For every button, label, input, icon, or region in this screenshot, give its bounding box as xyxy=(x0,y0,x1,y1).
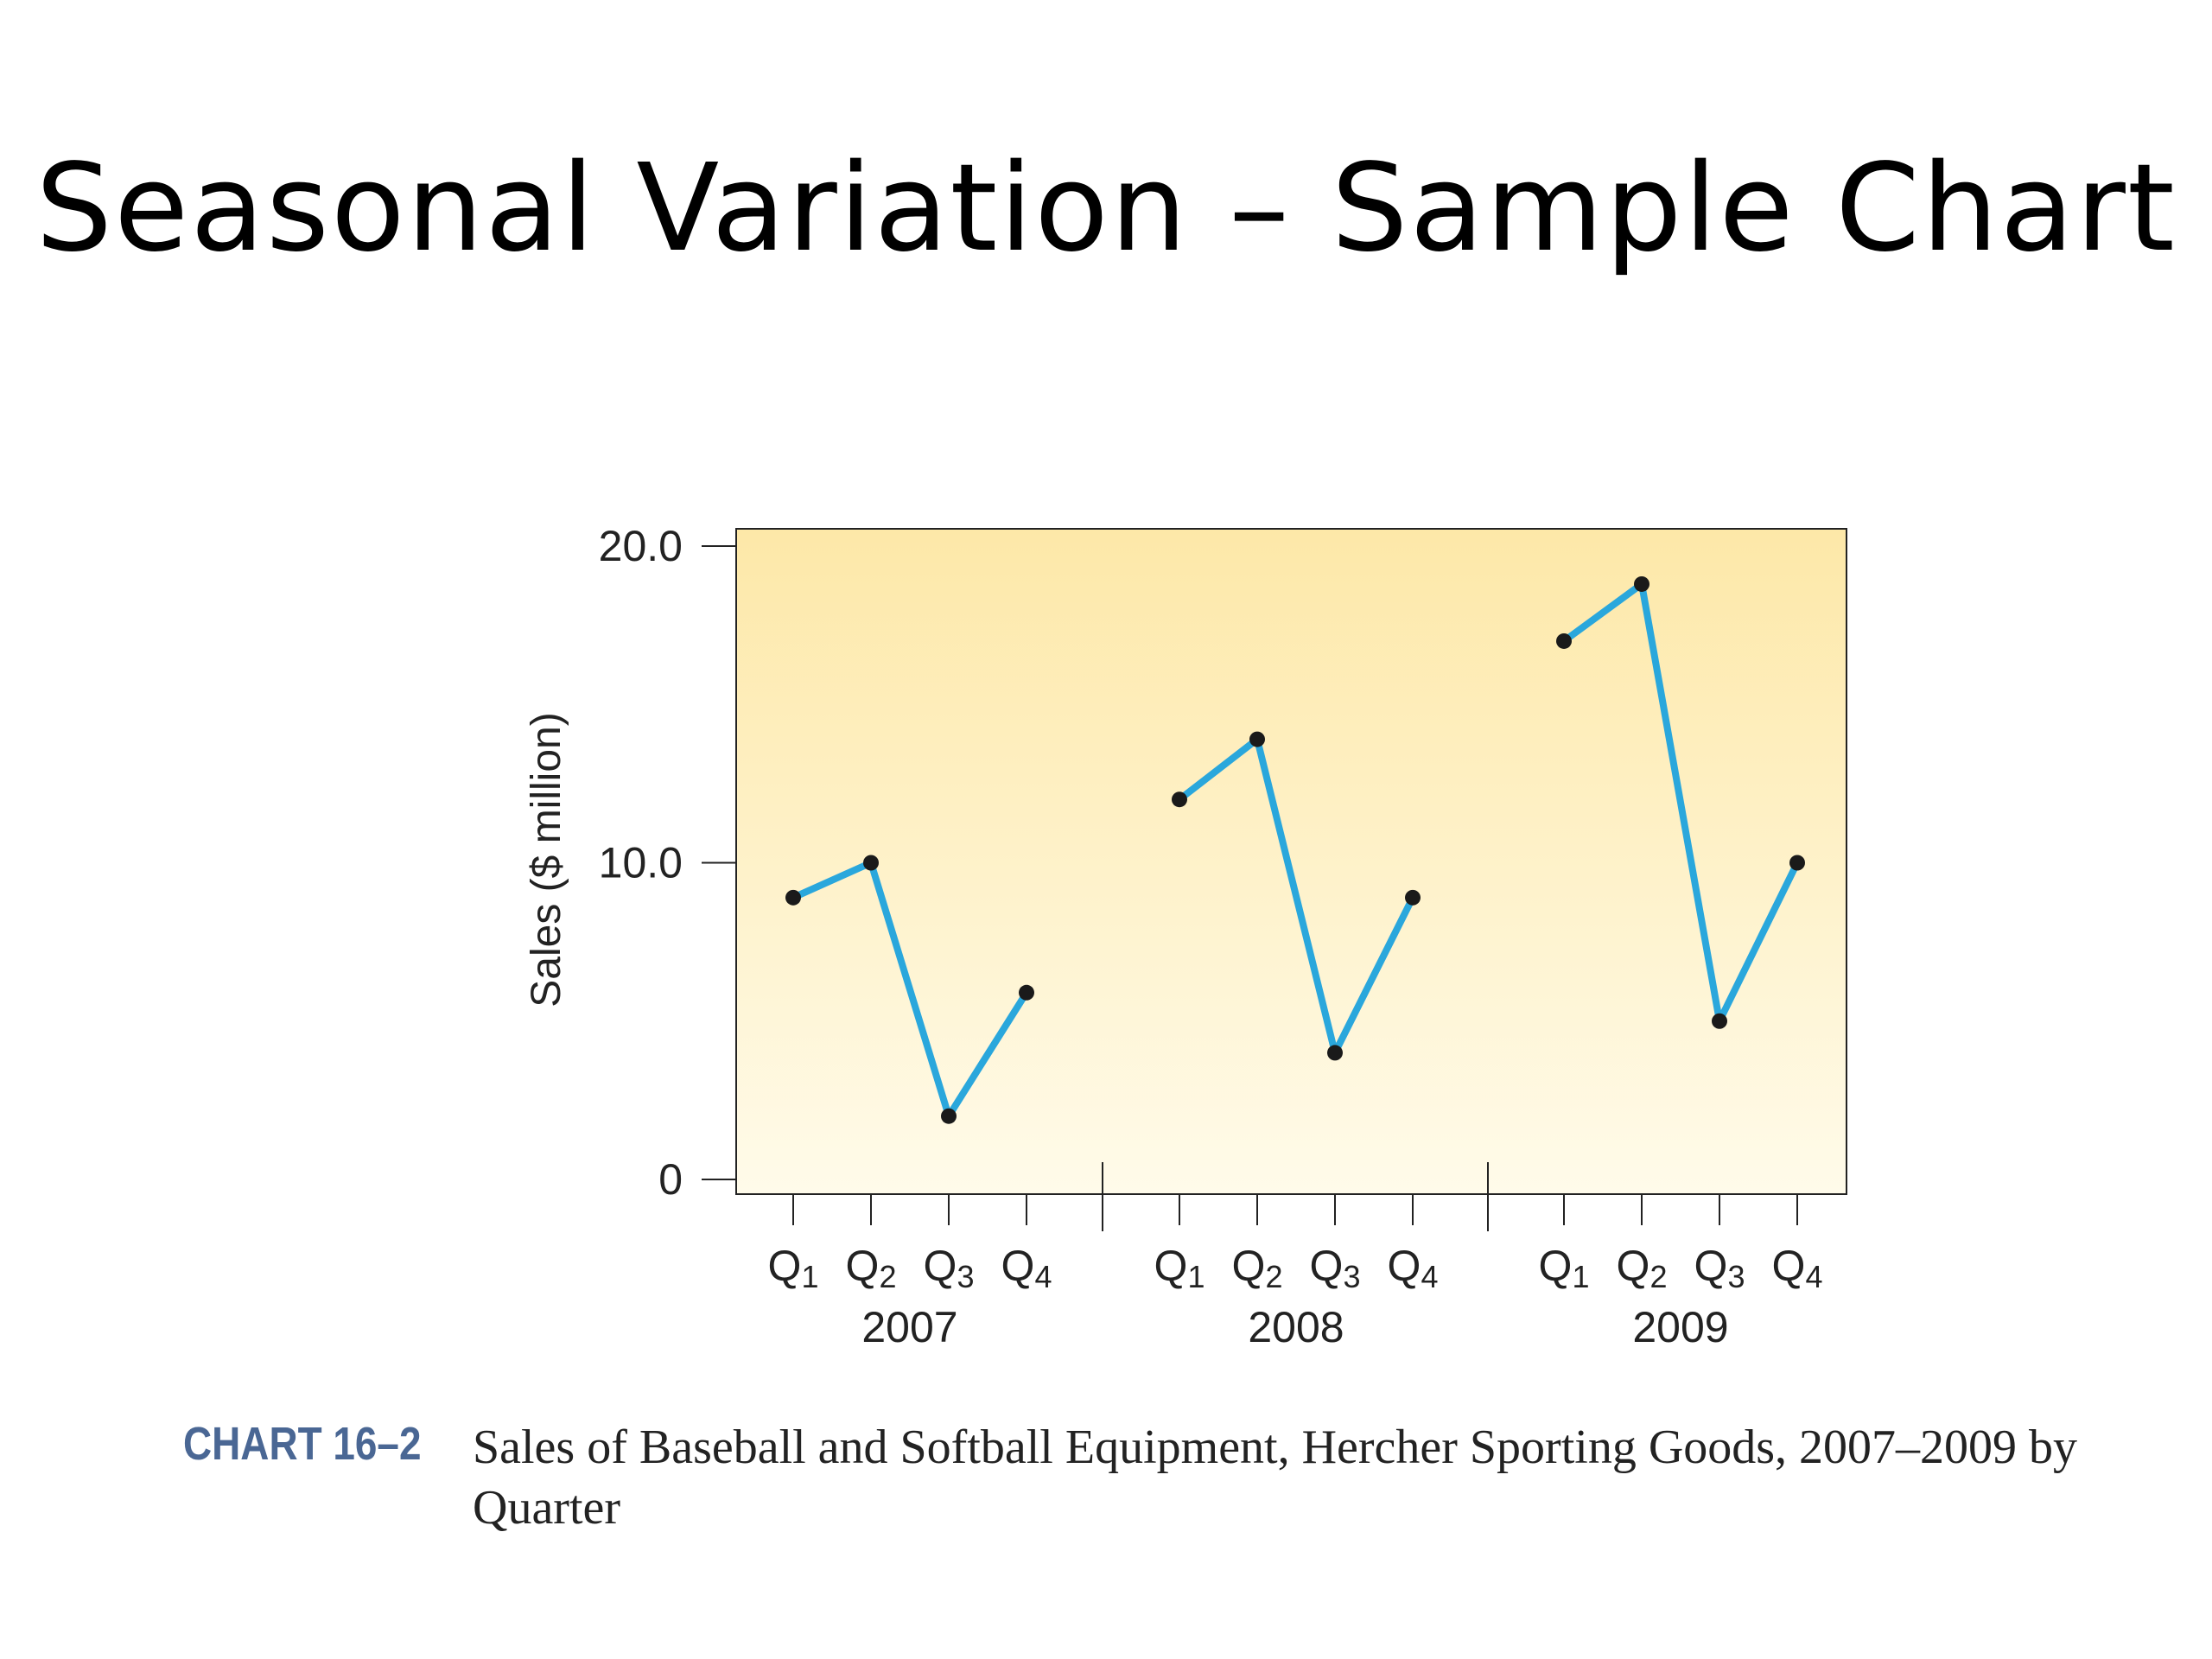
quarter-label: Q3 xyxy=(1310,1242,1361,1294)
caption-text: Sales of Baseball and Softball Equipment… xyxy=(473,1421,2078,1535)
data-point xyxy=(1556,632,1572,649)
data-point xyxy=(1327,1045,1343,1061)
quarter-label: Q3 xyxy=(1694,1242,1745,1294)
quarter-label: Q2 xyxy=(846,1242,897,1294)
data-point xyxy=(863,855,879,871)
year-label: 2008 xyxy=(1248,1303,1344,1351)
quarter-label: Q4 xyxy=(1772,1242,1823,1294)
quarter-label: Q3 xyxy=(924,1242,975,1294)
data-point xyxy=(785,889,801,906)
slide-title: Seasonal Variation – Sample Chart xyxy=(35,138,2177,279)
plot-area xyxy=(735,528,1847,1195)
y-tick-label: 20.0 xyxy=(599,522,683,570)
data-point xyxy=(1019,984,1034,1001)
quarter-label: Q1 xyxy=(1154,1242,1205,1294)
data-point xyxy=(941,1108,957,1124)
series-line-2008 xyxy=(1176,735,1416,1057)
y-tick-label: 10.0 xyxy=(599,839,683,887)
series-line-2009 xyxy=(1560,580,1801,1025)
data-point xyxy=(1249,731,1265,747)
quarter-label: Q4 xyxy=(1388,1242,1439,1294)
data-point xyxy=(1712,1013,1727,1029)
quarter-label: Q2 xyxy=(1617,1242,1668,1294)
data-point xyxy=(1172,791,1187,808)
data-point xyxy=(1405,889,1421,906)
quarter-label: Q4 xyxy=(1001,1242,1052,1294)
series-line-2007 xyxy=(790,859,1030,1120)
y-tick-label: 0 xyxy=(658,1155,683,1204)
quarter-label: Q1 xyxy=(768,1242,819,1294)
quarter-label: Q2 xyxy=(1232,1242,1283,1294)
data-point xyxy=(1789,855,1805,871)
year-label: 2007 xyxy=(861,1303,957,1351)
y-axis-label: Sales ($ million) xyxy=(524,712,569,1007)
data-point xyxy=(1634,575,1649,592)
caption-id: CHART 16–2 xyxy=(183,1418,422,1470)
year-label: 2009 xyxy=(1632,1303,1728,1351)
quarter-label: Q1 xyxy=(1539,1242,1590,1294)
